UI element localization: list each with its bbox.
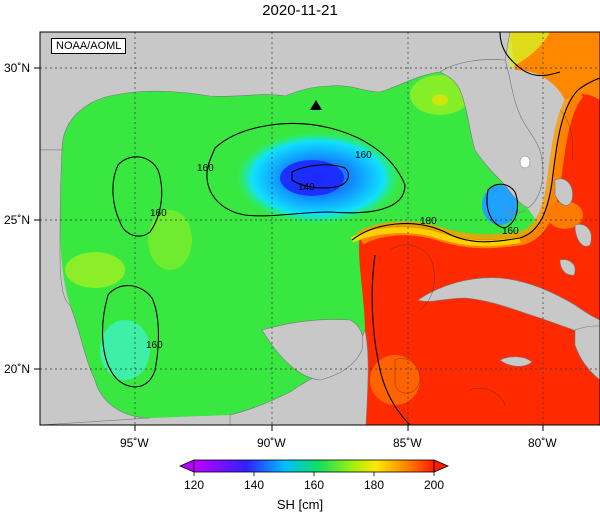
colorbar-low-arrow <box>178 459 195 473</box>
lat-tick-label: 20˚N <box>4 362 31 376</box>
mexico-land <box>40 149 151 425</box>
contour-160-center <box>206 123 406 217</box>
orange-patch <box>547 201 583 229</box>
lon-tick-label: 95˚W <box>120 436 149 450</box>
lon-tick-label: 85˚W <box>393 436 422 450</box>
contour-lines <box>102 32 600 425</box>
warm-patch <box>65 252 125 288</box>
warm-water-edge-yellow <box>350 227 521 247</box>
cold-eddy-core <box>280 160 344 196</box>
contour-180-loop <box>371 254 411 425</box>
warm-patch <box>148 210 192 270</box>
colorbar <box>178 459 450 476</box>
bahamas-land <box>554 178 573 206</box>
atlantic-yellow <box>505 32 550 68</box>
colorbar-tick-label: 200 <box>424 478 445 492</box>
colorbar-high-arrow <box>433 459 450 473</box>
lat-tick-label: 25˚N <box>4 213 31 227</box>
us-coast-land <box>40 32 511 151</box>
contour-180 <box>351 77 600 243</box>
lon-tick-label: 90˚W <box>257 436 286 450</box>
axis-ticks <box>34 67 544 431</box>
station-triangle-marker <box>310 100 322 110</box>
lon-tick-label: 80˚W <box>528 436 557 450</box>
bahamas-land <box>559 259 576 276</box>
contour-160-southwest <box>102 285 159 388</box>
yucatan-peninsula <box>261 319 364 381</box>
florida-land <box>439 59 544 209</box>
map-frame <box>39 31 600 426</box>
warm-water-region <box>359 80 600 425</box>
gulf-water <box>60 72 540 418</box>
contour-atlantic <box>499 32 561 77</box>
southwest-cool-patch <box>100 320 150 380</box>
bahamas-land <box>574 224 592 247</box>
contour-label: 180 <box>420 216 437 227</box>
credit-label: NOAA/AOML <box>51 38 127 54</box>
contour-label: 160 <box>355 150 372 161</box>
map-title: 2020-11-21 <box>262 2 338 19</box>
colorbar-tick-label: 140 <box>244 478 265 492</box>
contour-140 <box>291 164 349 189</box>
gridlines <box>40 32 600 425</box>
colorbar-tick-label: 120 <box>184 478 205 492</box>
yellow-patch <box>432 94 448 106</box>
hispaniola-land <box>574 325 600 381</box>
contour-160-florida <box>486 183 519 229</box>
contour-label: 160 <box>146 340 163 351</box>
florida-cold-patch <box>482 185 518 225</box>
contour-label: 160 <box>150 208 167 219</box>
contour-label: 140 <box>298 182 315 193</box>
colorbar-tick-label: 180 <box>364 478 385 492</box>
lake-okeechobee <box>519 155 531 169</box>
florida-keys <box>504 209 526 214</box>
colorbar-unit-label: SH [cm] <box>276 497 324 512</box>
jamaica-land <box>499 356 533 367</box>
contour-label: 160 <box>197 163 214 174</box>
colorbar-bar <box>193 459 435 473</box>
contour-160-west <box>112 156 163 237</box>
lat-tick-label: 30˚N <box>4 61 31 75</box>
contour-label: 160 <box>502 226 519 237</box>
colorbar-tick-label: 160 <box>304 478 325 492</box>
